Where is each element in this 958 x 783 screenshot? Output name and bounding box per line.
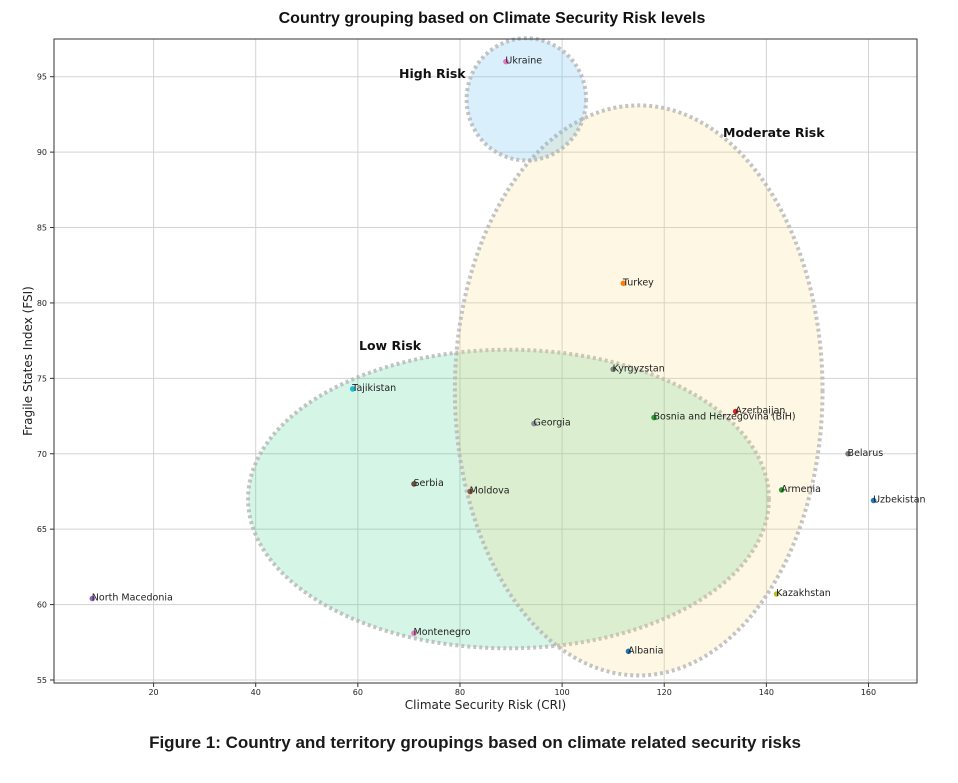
moderate-risk-label: Moderate Risk xyxy=(723,125,825,140)
point-montenegro xyxy=(411,630,417,637)
x-tick-label: 20 xyxy=(148,688,158,697)
point-bosnia-and-herzegovina-bih xyxy=(651,414,657,421)
point-label-kyrgyzstan: Kyrgyzstan xyxy=(613,363,665,374)
point-label-turkey: Turkey xyxy=(622,277,654,288)
risk-group-ellipses xyxy=(246,36,825,678)
chart-title: Country grouping based on Climate Securi… xyxy=(278,10,706,27)
y-tick-label: 80 xyxy=(37,299,47,308)
group-labels: Low Risk Moderate Risk High Risk xyxy=(359,66,825,353)
high-risk-label: High Risk xyxy=(399,66,466,81)
point-belarus xyxy=(845,450,851,457)
x-tick-label: 140 xyxy=(759,688,774,697)
point-label-montenegro: Montenegro xyxy=(414,627,471,638)
point-moldova xyxy=(467,488,473,495)
point-azerbaijan xyxy=(732,408,739,415)
y-tick-label: 60 xyxy=(37,601,47,610)
point-label-bosnia-and-herzegovina-bih: Bosnia and Herzegovina (BiH) xyxy=(654,412,796,423)
point-label-belarus: Belarus xyxy=(848,448,884,459)
point-north-macedonia xyxy=(89,595,96,602)
low-risk-ellipse xyxy=(246,347,771,651)
y-axis-label: Fragile States Index (FSI) xyxy=(21,286,35,436)
y-tick-label: 90 xyxy=(37,148,47,157)
scatter-chart: 20 40 60 80 100 120 140 160 55 60 65 70 75 80 85 90 95 U… xyxy=(21,36,926,712)
point-label-azerbaijan: Azerbaijan xyxy=(735,406,785,417)
x-tick-label: 80 xyxy=(455,688,465,697)
point-serbia xyxy=(411,481,417,487)
x-tick-label: 160 xyxy=(861,688,876,697)
data-points: Ukraine Turkey Kyrgyzstan Tajikistan Azerbai… xyxy=(89,56,926,656)
point-uzbekistan xyxy=(870,497,877,504)
y-tick-label: 65 xyxy=(37,525,47,534)
point-kyrgyzstan xyxy=(610,366,616,373)
y-tick-label: 85 xyxy=(37,224,47,233)
y-tick-label: 95 xyxy=(37,73,47,82)
point-label-georgia: Georgia xyxy=(534,418,571,429)
x-tick-label: 120 xyxy=(657,688,672,697)
point-label-serbia: Serbia xyxy=(414,478,444,489)
point-ukraine xyxy=(503,58,509,65)
point-label-uzbekistan: Uzbekistan xyxy=(873,495,925,506)
point-label-north-macedonia: North Macedonia xyxy=(92,593,173,604)
x-tick-label: 40 xyxy=(251,688,261,697)
y-tick-label: 55 xyxy=(37,676,47,685)
point-georgia xyxy=(531,420,537,427)
point-armenia xyxy=(778,487,785,493)
point-label-moldova: Moldova xyxy=(470,485,510,496)
grid xyxy=(54,39,917,683)
high-risk-ellipse xyxy=(464,36,589,163)
figure-caption: Figure 1: Country and territory grouping… xyxy=(149,733,801,752)
y-tick-label: 70 xyxy=(37,450,47,459)
point-label-albania: Albania xyxy=(628,645,663,656)
point-label-kazakhstan: Kazakhstan xyxy=(776,588,831,599)
x-tick-label: 100 xyxy=(554,688,569,697)
point-label-tajikistan: Tajikistan xyxy=(351,383,396,394)
plot-frame xyxy=(53,38,918,684)
x-tick-label: 60 xyxy=(353,688,363,697)
point-label-armenia: Armenia xyxy=(781,484,821,495)
point-turkey xyxy=(620,280,627,287)
point-label-ukraine: Ukraine xyxy=(505,56,542,67)
low-risk-label: Low Risk xyxy=(359,338,422,353)
moderate-risk-ellipse xyxy=(452,103,825,678)
point-kazakhstan xyxy=(773,591,780,597)
point-tajikistan xyxy=(349,386,356,392)
x-axis-label: Climate Security Risk (CRI) xyxy=(405,698,566,712)
axis-ticks: 20 40 60 80 100 120 140 160 55 60 65 70 75 80 85 90 95 xyxy=(37,73,876,697)
point-albania xyxy=(625,648,632,655)
y-tick-label: 75 xyxy=(37,374,47,383)
